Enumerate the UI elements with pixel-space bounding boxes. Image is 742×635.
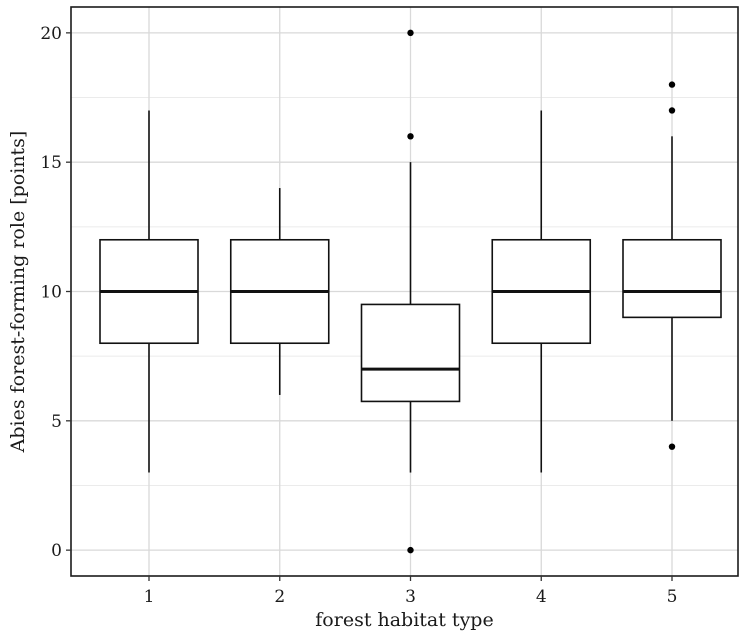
x-axis-title: forest habitat type (315, 609, 493, 631)
x-tick-label: 1 (144, 587, 155, 607)
outlier-point (407, 133, 414, 140)
axis-ticks: 0 5 10 15 20 1 2 3 4 5 (40, 24, 677, 607)
box-4 (491, 110, 592, 473)
y-tick-label: 5 (51, 412, 62, 432)
x-tick-label: 2 (274, 587, 285, 607)
box-iqr (360, 303, 461, 403)
x-tick-label: 4 (536, 587, 547, 607)
y-tick-label: 15 (40, 153, 62, 173)
outlier-point (668, 81, 676, 88)
box-5 (622, 81, 722, 450)
outlier-point (668, 107, 676, 114)
outlier-point (407, 546, 414, 554)
box-3 (360, 29, 461, 554)
y-tick-label: 20 (40, 24, 62, 44)
x-tick-label: 5 (667, 587, 678, 607)
y-axis-title: Abies forest-forming role [points] (7, 131, 29, 454)
box-2 (229, 188, 330, 395)
outlier-point (407, 29, 414, 37)
box-1 (99, 110, 199, 473)
y-tick-label: 0 (51, 541, 62, 561)
x-tick-label: 3 (405, 587, 416, 607)
y-tick-label: 10 (40, 283, 62, 303)
box-iqr (622, 238, 722, 319)
boxes (99, 29, 722, 554)
outlier-point (668, 443, 676, 450)
